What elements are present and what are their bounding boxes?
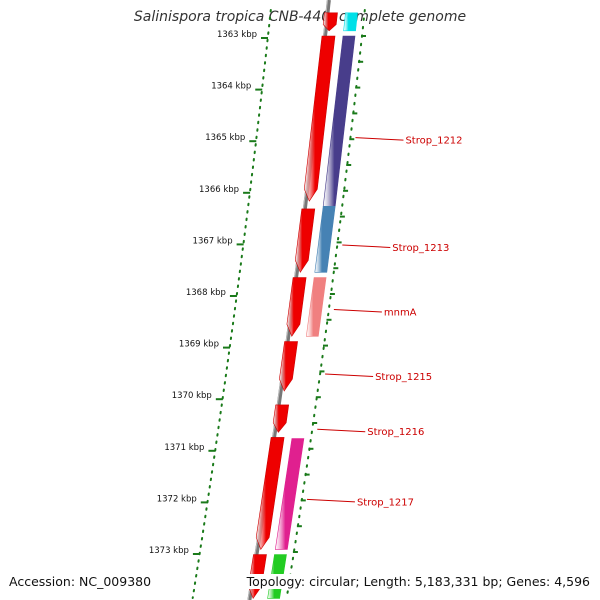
forward-gene-arrow	[294, 208, 316, 273]
forward-gene-arrow	[286, 277, 307, 337]
kbp-tick-label: 1371 kbp	[164, 443, 204, 453]
kbp-tick-label: 1369 kbp	[179, 340, 219, 350]
genome-summary-text: Topology: circular; Length: 5,183,331 bp…	[246, 574, 590, 589]
kbp-tick-label: 1365 kbp	[205, 133, 245, 143]
outer-dotted-track	[191, 9, 272, 599]
gene-leader-line	[355, 137, 404, 141]
gene-leader-line	[325, 373, 374, 377]
accession-text: Accession: NC_009380	[9, 574, 152, 589]
gene-leader-line	[342, 244, 391, 248]
kbp-tick-label: 1370 kbp	[172, 391, 212, 401]
kbp-tick-label: 1367 kbp	[193, 236, 233, 246]
cyan-feature-box	[343, 12, 358, 32]
forward-gene-arrow	[322, 12, 338, 32]
gene-leader-line	[317, 428, 366, 433]
gene-label: Strop_1215	[375, 372, 432, 383]
kbp-tick-label: 1373 kbp	[149, 546, 189, 556]
gene-label: Strop_1217	[357, 497, 414, 508]
map-title: Salinispora tropica CNB-440, complete ge…	[133, 9, 467, 25]
salmon-feature-box	[305, 277, 327, 337]
gene-label: Strop_1212	[405, 136, 462, 147]
forward-gene-arrow	[303, 35, 336, 202]
forward-gene-arrow	[279, 341, 298, 392]
gene-label: Strop_1216	[367, 427, 424, 438]
gene-leader-line	[333, 308, 382, 313]
gene-leader-line	[306, 498, 355, 503]
kbp-tick-label: 1368 kbp	[186, 288, 226, 298]
kbp-tick-label: 1363 kbp	[217, 30, 257, 40]
forward-gene-arrow	[255, 437, 285, 551]
gene-label: Strop_1213	[392, 243, 449, 254]
steelblue-feature-box	[314, 206, 336, 273]
gene-label: mnmA	[384, 307, 417, 318]
kbp-tick-label: 1372 kbp	[157, 494, 197, 504]
kbp-tick-label: 1366 kbp	[199, 185, 239, 195]
magenta-feature-box	[274, 438, 305, 550]
kbp-tick-label: 1364 kbp	[211, 82, 251, 92]
forward-gene-arrow	[272, 404, 290, 433]
